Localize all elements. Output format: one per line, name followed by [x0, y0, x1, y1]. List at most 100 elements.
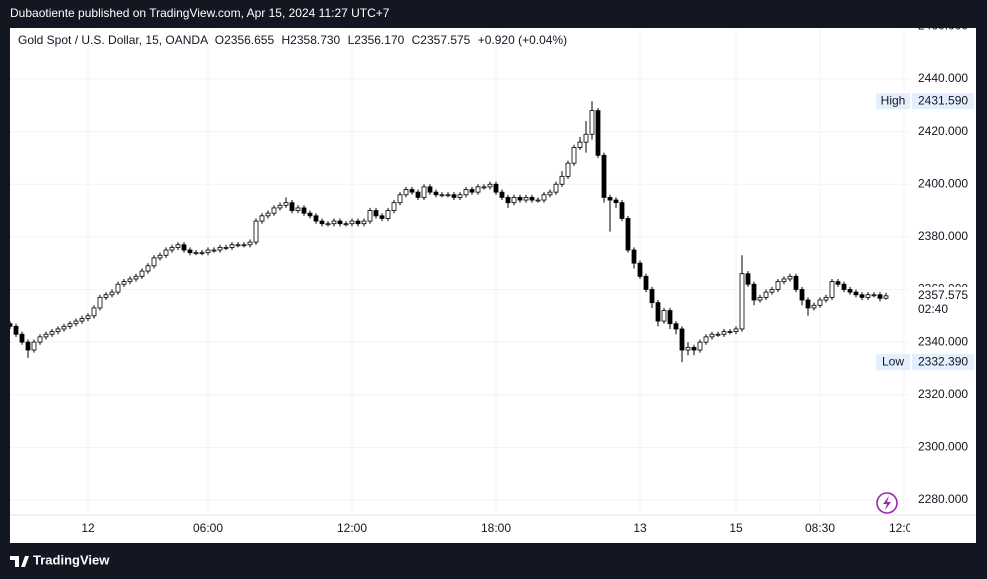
candle-body — [10, 323, 13, 327]
alert-icon[interactable] — [876, 492, 898, 514]
candle-body — [469, 189, 475, 193]
candle-body — [565, 162, 571, 177]
candle-body — [625, 218, 631, 251]
candle-body — [691, 346, 697, 351]
candle-body — [241, 244, 247, 247]
x-tick-label: 13 — [633, 521, 647, 535]
candle-body — [205, 249, 211, 254]
y-tick-label: 2320.000 — [918, 387, 968, 401]
candle-body — [391, 202, 397, 211]
candle-body — [673, 323, 679, 330]
candle-body — [25, 341, 31, 351]
candle-body — [739, 273, 745, 330]
candle-body — [709, 333, 715, 338]
candle-body — [145, 265, 151, 272]
high-value-box — [912, 93, 974, 110]
candle-body — [385, 210, 391, 219]
candle-body — [721, 331, 727, 335]
high-name-box — [876, 93, 910, 110]
low-value-box — [912, 354, 974, 371]
candle-body — [475, 186, 481, 193]
candle-body — [535, 199, 541, 202]
candle-body — [277, 204, 283, 209]
candle-body — [541, 194, 547, 201]
candle-body — [583, 133, 589, 143]
x-tick-label: 08:30 — [805, 521, 835, 535]
legend: Gold Spot / U.S. Dollar, 15, OANDA O2356… — [18, 33, 567, 47]
candles — [10, 101, 889, 363]
candle-body — [769, 289, 775, 293]
candle-body — [163, 249, 169, 256]
brand[interactable]: TradingView — [33, 552, 110, 567]
candle-body — [289, 202, 295, 211]
candle-body — [823, 296, 829, 301]
last-price-box — [912, 286, 974, 317]
candle-body — [481, 186, 487, 189]
candle-body — [829, 281, 835, 298]
y-tick-label: 2400.000 — [918, 176, 968, 190]
candle-body — [775, 281, 781, 290]
candle-body — [337, 220, 343, 225]
candle-body — [871, 294, 877, 297]
candle-body — [403, 189, 409, 196]
candle-body — [547, 191, 553, 196]
low-name: Low — [882, 354, 904, 368]
candle-body — [445, 194, 451, 197]
candle-body — [127, 278, 133, 283]
candle-body — [745, 273, 751, 285]
candle-body — [115, 283, 121, 293]
alert-bolt — [883, 496, 891, 510]
candle-body — [121, 281, 127, 285]
candle-body — [703, 336, 709, 343]
last-price: 2357.575 — [918, 288, 968, 302]
candle-body — [211, 249, 217, 252]
x-tick-label: 06:00 — [193, 521, 223, 535]
candle-body — [295, 207, 301, 211]
candle-body — [367, 210, 373, 222]
candle-body — [883, 295, 889, 299]
candle-body — [373, 210, 379, 217]
candle-body — [505, 197, 511, 204]
candle-body — [817, 299, 823, 306]
x-tick-label: 12:00 — [889, 521, 919, 535]
candle-body — [451, 194, 457, 198]
candle-body — [859, 294, 865, 298]
candle-body — [259, 215, 265, 222]
candle-body — [559, 175, 565, 185]
low-name-box — [876, 354, 910, 371]
candle-body — [757, 296, 763, 301]
candle-body — [325, 223, 331, 226]
candle-body — [79, 318, 85, 322]
candle-body — [217, 246, 223, 251]
candle-body — [781, 278, 787, 283]
candle-body — [283, 202, 289, 206]
candle-body — [199, 252, 205, 255]
candle-body — [85, 315, 91, 319]
chart-area — [10, 28, 976, 543]
candle-body — [463, 189, 469, 196]
candle-body — [421, 186, 427, 198]
change: +0.920 (+0.04%) — [478, 33, 567, 47]
candle-body — [265, 212, 271, 217]
candle-body — [685, 346, 691, 351]
ohlc-close: C2357.575 — [412, 33, 471, 47]
candle-body — [727, 331, 733, 333]
candle-body — [805, 299, 811, 309]
publish-info: Dubaotiente published on TradingView.com… — [10, 6, 390, 20]
candle-body — [655, 302, 661, 322]
candle-body — [271, 207, 277, 214]
candle-body — [877, 294, 883, 299]
candle-body — [67, 323, 73, 327]
candle-body — [397, 194, 403, 204]
candle-body — [223, 246, 229, 249]
candle-body — [643, 275, 649, 290]
candle-body — [19, 333, 25, 343]
candle-body — [811, 304, 817, 309]
candle-body — [637, 262, 643, 277]
candle-body — [313, 215, 319, 222]
candle-body — [133, 275, 139, 280]
candle-body — [853, 291, 859, 296]
candle-body — [247, 241, 253, 246]
